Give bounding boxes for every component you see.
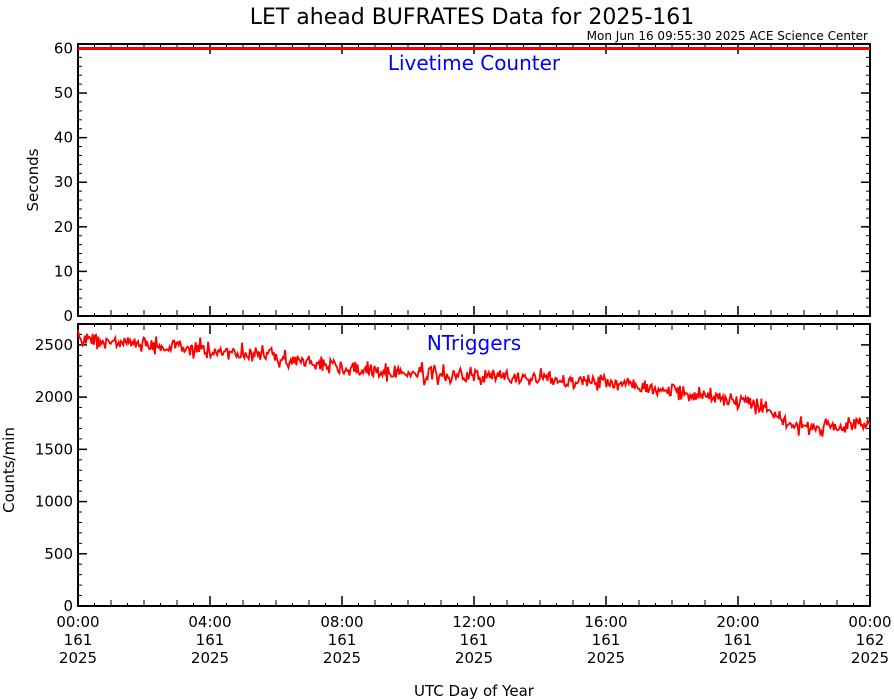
ntriggers-ylabel: Counts/min xyxy=(0,427,18,513)
livetime-ytick-label: 40 xyxy=(54,129,73,147)
livetime-ylabel: Seconds xyxy=(24,148,42,211)
livetime-label: Livetime Counter xyxy=(388,51,561,75)
ntriggers-ytick-label: 0 xyxy=(63,597,73,615)
ntriggers-label: NTriggers xyxy=(427,331,521,355)
xtick-time: 04:00 xyxy=(188,613,231,631)
ntriggers-ytick-label: 2000 xyxy=(35,388,73,406)
xtick-doy: 161 xyxy=(724,631,753,649)
xtick-year: 2025 xyxy=(587,649,625,667)
livetime-ytick-label: 50 xyxy=(54,84,73,102)
livetime-ytick-label: 20 xyxy=(54,218,73,236)
x-axis-label: UTC Day of Year xyxy=(414,682,535,700)
xtick-doy: 161 xyxy=(592,631,621,649)
livetime-plot-frame xyxy=(77,43,871,317)
xtick-year: 2025 xyxy=(59,649,97,667)
ntriggers-ytick-label: 500 xyxy=(44,545,73,563)
xtick-time: 00:00 xyxy=(848,613,891,631)
livetime-ytick-label: 60 xyxy=(54,39,73,57)
livetime-ytick-label: 0 xyxy=(63,307,73,325)
xtick-doy: 161 xyxy=(460,631,489,649)
livetime-ytick-label: 30 xyxy=(54,173,73,191)
timestamp: Mon Jun 16 09:55:30 2025 ACE Science Cen… xyxy=(587,29,868,43)
ntriggers-ytick-label: 2500 xyxy=(35,336,73,354)
xtick-doy: 161 xyxy=(328,631,357,649)
xtick-time: 08:00 xyxy=(320,613,363,631)
chart-title: LET ahead BUFRATES Data for 2025-161 xyxy=(250,5,695,30)
xtick-doy: 161 xyxy=(64,631,93,649)
xtick-doy: 161 xyxy=(196,631,225,649)
livetime-panel: Livetime Counter Seconds 0 10 20 30 40 50 60 xyxy=(24,39,871,325)
ntriggers-panel: NTriggers Counts/min 0 500 1000 1500 2000 250… xyxy=(0,323,871,615)
xtick-time: 16:00 xyxy=(584,613,627,631)
ntriggers-series-line xyxy=(77,330,871,438)
xtick-time: 12:00 xyxy=(452,613,495,631)
xtick-time: 20:00 xyxy=(716,613,759,631)
xtick-year: 2025 xyxy=(191,649,229,667)
xtick-doy: 162 xyxy=(856,631,885,649)
xtick-time: 00:00 xyxy=(56,613,99,631)
xtick-year: 2025 xyxy=(323,649,361,667)
ntriggers-plot-frame xyxy=(77,323,871,607)
ntriggers-ytick-label: 1000 xyxy=(35,493,73,511)
ntriggers-ytick-label: 1500 xyxy=(35,440,73,458)
xtick-year: 2025 xyxy=(455,649,493,667)
x-axis: 00:00161202504:00161202508:00161202512:0… xyxy=(56,613,891,667)
xtick-year: 2025 xyxy=(719,649,757,667)
xtick-year: 2025 xyxy=(851,649,889,667)
livetime-ytick-label: 10 xyxy=(54,262,73,280)
